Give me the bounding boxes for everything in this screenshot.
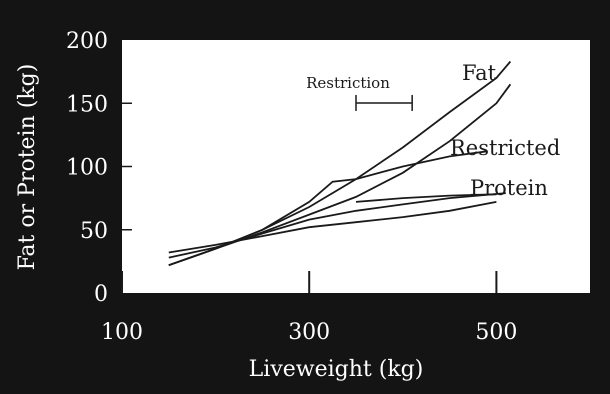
- restriction-annotation: Restriction: [306, 74, 413, 111]
- chart-ticks-group: 100 300 500 0 50 100 150 200: [66, 29, 517, 345]
- y-tick-label-1: 50: [80, 219, 108, 244]
- unlabeled-4-series-line: [168, 192, 506, 259]
- chart-series-group: [168, 60, 512, 267]
- y-tick-label-0: 0: [94, 282, 108, 307]
- y-tick-label-2: 100: [66, 156, 108, 181]
- protein-series-label: Protein: [470, 176, 548, 200]
- x-tick-label-1: 300: [288, 320, 330, 345]
- x-axis-title: Liveweight (kg): [249, 357, 424, 382]
- fat-series-label: Fat: [462, 61, 497, 85]
- x-tick-label-0: 100: [101, 320, 143, 345]
- y-tick-label-4: 200: [66, 29, 108, 54]
- restricted-series-label: Restricted: [450, 136, 560, 160]
- protein-series-line: [168, 201, 497, 254]
- unlabeled-5-series-line: [355, 193, 497, 203]
- restriction-label: Restriction: [306, 74, 390, 92]
- y-axis-title: Fat or Protein (kg): [15, 64, 40, 271]
- x-tick-label-2: 500: [475, 320, 517, 345]
- y-tick-label-3: 150: [66, 92, 108, 117]
